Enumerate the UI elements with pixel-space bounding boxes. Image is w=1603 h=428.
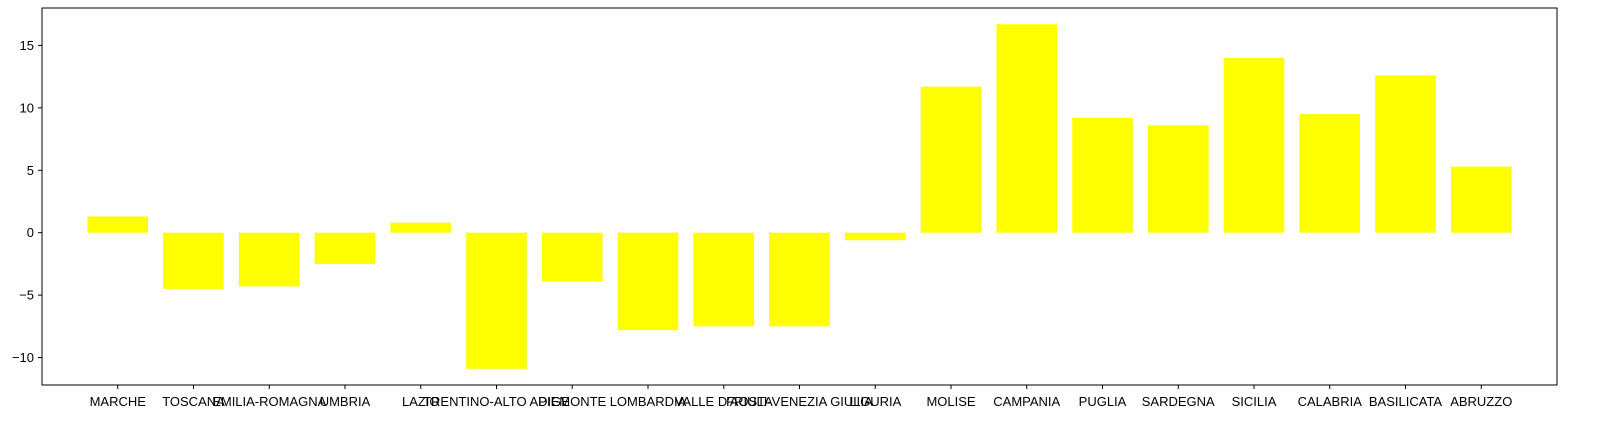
bar-molise	[920, 86, 982, 233]
x-tick-label: PUGLIA	[1079, 394, 1127, 409]
x-tick-label: CALABRIA	[1298, 394, 1363, 409]
x-tick-label: UMBRIA	[320, 394, 371, 409]
x-tick-label: TOSCANA	[162, 394, 225, 409]
bar-umbria	[314, 232, 376, 264]
y-tick-label: 10	[20, 100, 34, 115]
bar-toscana	[163, 232, 224, 289]
x-tick-label: VALLE D'AOSTA	[675, 394, 773, 409]
bar-marche	[87, 216, 149, 233]
bar-trentino-alto-adige	[466, 232, 527, 369]
bar-liguria	[844, 232, 906, 241]
y-tick-label: 15	[20, 38, 34, 53]
bar-abruzzo	[1450, 166, 1512, 233]
bar-valle-d-aosta	[693, 232, 755, 327]
y-tick-label: 5	[27, 163, 34, 178]
x-tick-label: LOMBARDIA	[610, 394, 687, 409]
x-tick-label: MARCHE	[90, 394, 147, 409]
x-tick-label: ABRUZZO	[1450, 394, 1512, 409]
bar-puglia	[1072, 117, 1133, 233]
x-tick-label: CAMPANIA	[993, 394, 1060, 409]
bar-sardegna	[1147, 125, 1209, 233]
y-tick-label: −10	[12, 350, 34, 365]
bar-lombardia	[617, 232, 679, 331]
bar-campania	[996, 24, 1058, 233]
x-tick-label: PIEMONTE	[538, 394, 606, 409]
x-tick-label: TRENTINO-ALTO ADIGE	[423, 394, 570, 409]
x-tick-label: LIGURIA	[849, 394, 901, 409]
bar-friuli-venezia-giulia	[769, 232, 830, 327]
bar-sicilia	[1223, 57, 1285, 233]
x-tick-label: FRIULI-VENEZIA GIULIA	[726, 394, 873, 409]
bar-lazio	[390, 222, 452, 233]
y-tick-label: −5	[19, 288, 34, 303]
x-tick-label: BASILICATA	[1369, 394, 1443, 409]
x-tick-label: LAZIO	[402, 394, 440, 409]
x-tick-label: SARDEGNA	[1142, 394, 1215, 409]
x-tick-label: EMILIA-ROMAGNA	[212, 394, 326, 409]
x-tick-label: MOLISE	[926, 394, 975, 409]
y-tick-label: 0	[27, 225, 34, 240]
x-tick-label: SICILIA	[1232, 394, 1277, 409]
bar-basilicata	[1375, 75, 1436, 233]
bar-piemonte	[541, 232, 603, 282]
bar-emilia-romagna	[238, 232, 300, 287]
bar-calabria	[1299, 114, 1361, 233]
